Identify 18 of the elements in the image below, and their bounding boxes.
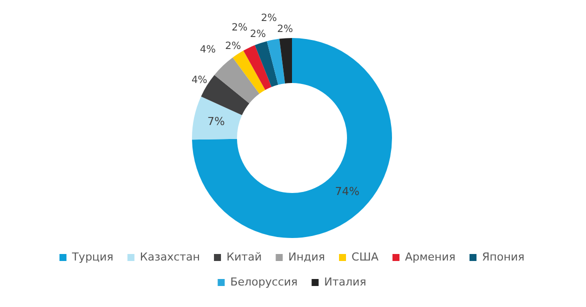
data-label: 7% xyxy=(207,114,225,128)
data-label: 2% xyxy=(225,40,242,52)
legend-label: Казахстан xyxy=(140,250,200,264)
legend-label: США xyxy=(352,250,379,264)
legend-label: Италия xyxy=(324,275,366,288)
legend-label: Индия xyxy=(288,250,326,264)
legend-label: Белоруссия xyxy=(230,275,298,288)
data-label: 74% xyxy=(335,185,360,198)
legend-label: Япония xyxy=(482,250,525,264)
data-label: 2% xyxy=(277,24,294,35)
legend-label: Турция xyxy=(70,250,114,264)
legend-label: Армения xyxy=(404,250,456,264)
data-label: 4% xyxy=(191,75,208,86)
legend-label: Китай xyxy=(226,250,262,264)
data-label: 2% xyxy=(250,29,266,40)
data-label: 4% xyxy=(200,44,216,56)
data-label: 2% xyxy=(260,12,277,24)
data-label: 2% xyxy=(232,22,248,34)
